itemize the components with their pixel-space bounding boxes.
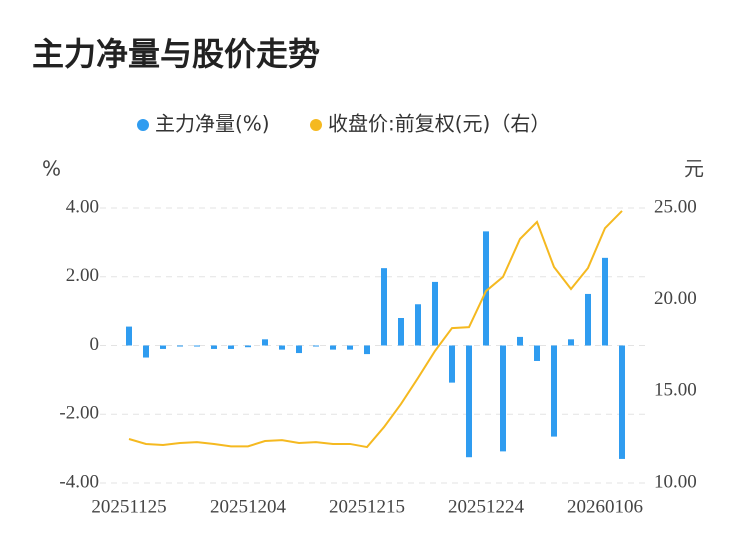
bar <box>296 345 302 354</box>
bar <box>177 345 183 347</box>
bar <box>381 268 387 346</box>
bar <box>211 345 217 349</box>
bar <box>364 345 370 355</box>
y-tick-label: -4.00 <box>59 471 99 492</box>
y2-axis-label: 元 <box>684 157 704 181</box>
bar <box>194 345 200 347</box>
bar <box>415 304 421 346</box>
y2-tick-label: 10.00 <box>654 471 697 492</box>
bar <box>126 326 132 346</box>
legend-marker <box>137 119 149 131</box>
y2-tick-label: 15.00 <box>654 380 697 401</box>
y-axis-label: % <box>42 157 61 181</box>
bar <box>143 345 149 358</box>
bar <box>160 345 166 349</box>
y-tick-label: 4.00 <box>66 196 99 217</box>
bar <box>262 339 268 346</box>
bar <box>432 281 438 346</box>
bar <box>347 345 353 350</box>
y-tick-label: 2.00 <box>66 265 99 286</box>
x-tick-label: 20251215 <box>329 496 405 517</box>
bar <box>534 345 540 361</box>
bar <box>585 293 591 346</box>
bar <box>483 231 489 346</box>
bar <box>228 345 234 349</box>
y2-tick-label: 25.00 <box>654 196 697 217</box>
bar <box>245 345 251 348</box>
bar <box>551 345 557 437</box>
bar <box>330 345 336 350</box>
legend-label: 收盘价:前复权(元)（右） <box>328 112 550 136</box>
legend-marker <box>310 119 322 131</box>
bar <box>619 345 625 459</box>
price-line <box>128 210 623 449</box>
bar <box>449 345 455 383</box>
bar <box>466 345 472 458</box>
bar <box>568 339 574 346</box>
x-tick-label: 20251204 <box>210 496 287 517</box>
bar <box>500 345 506 452</box>
y-tick-label: 0 <box>90 334 100 355</box>
bar <box>602 257 608 346</box>
bar <box>517 336 523 346</box>
bar <box>398 318 404 346</box>
chart-title: 主力净量与股价走势 <box>32 35 320 73</box>
legend-label: 主力净量(%) <box>155 112 270 136</box>
x-tick-label: 20251224 <box>448 496 525 517</box>
x-tick-label: 20251125 <box>91 496 166 517</box>
bar <box>279 345 285 350</box>
y2-tick-label: 20.00 <box>654 288 697 309</box>
y-tick-label: -2.00 <box>59 403 99 424</box>
x-tick-label: 20260106 <box>567 496 643 517</box>
bar <box>313 345 319 347</box>
